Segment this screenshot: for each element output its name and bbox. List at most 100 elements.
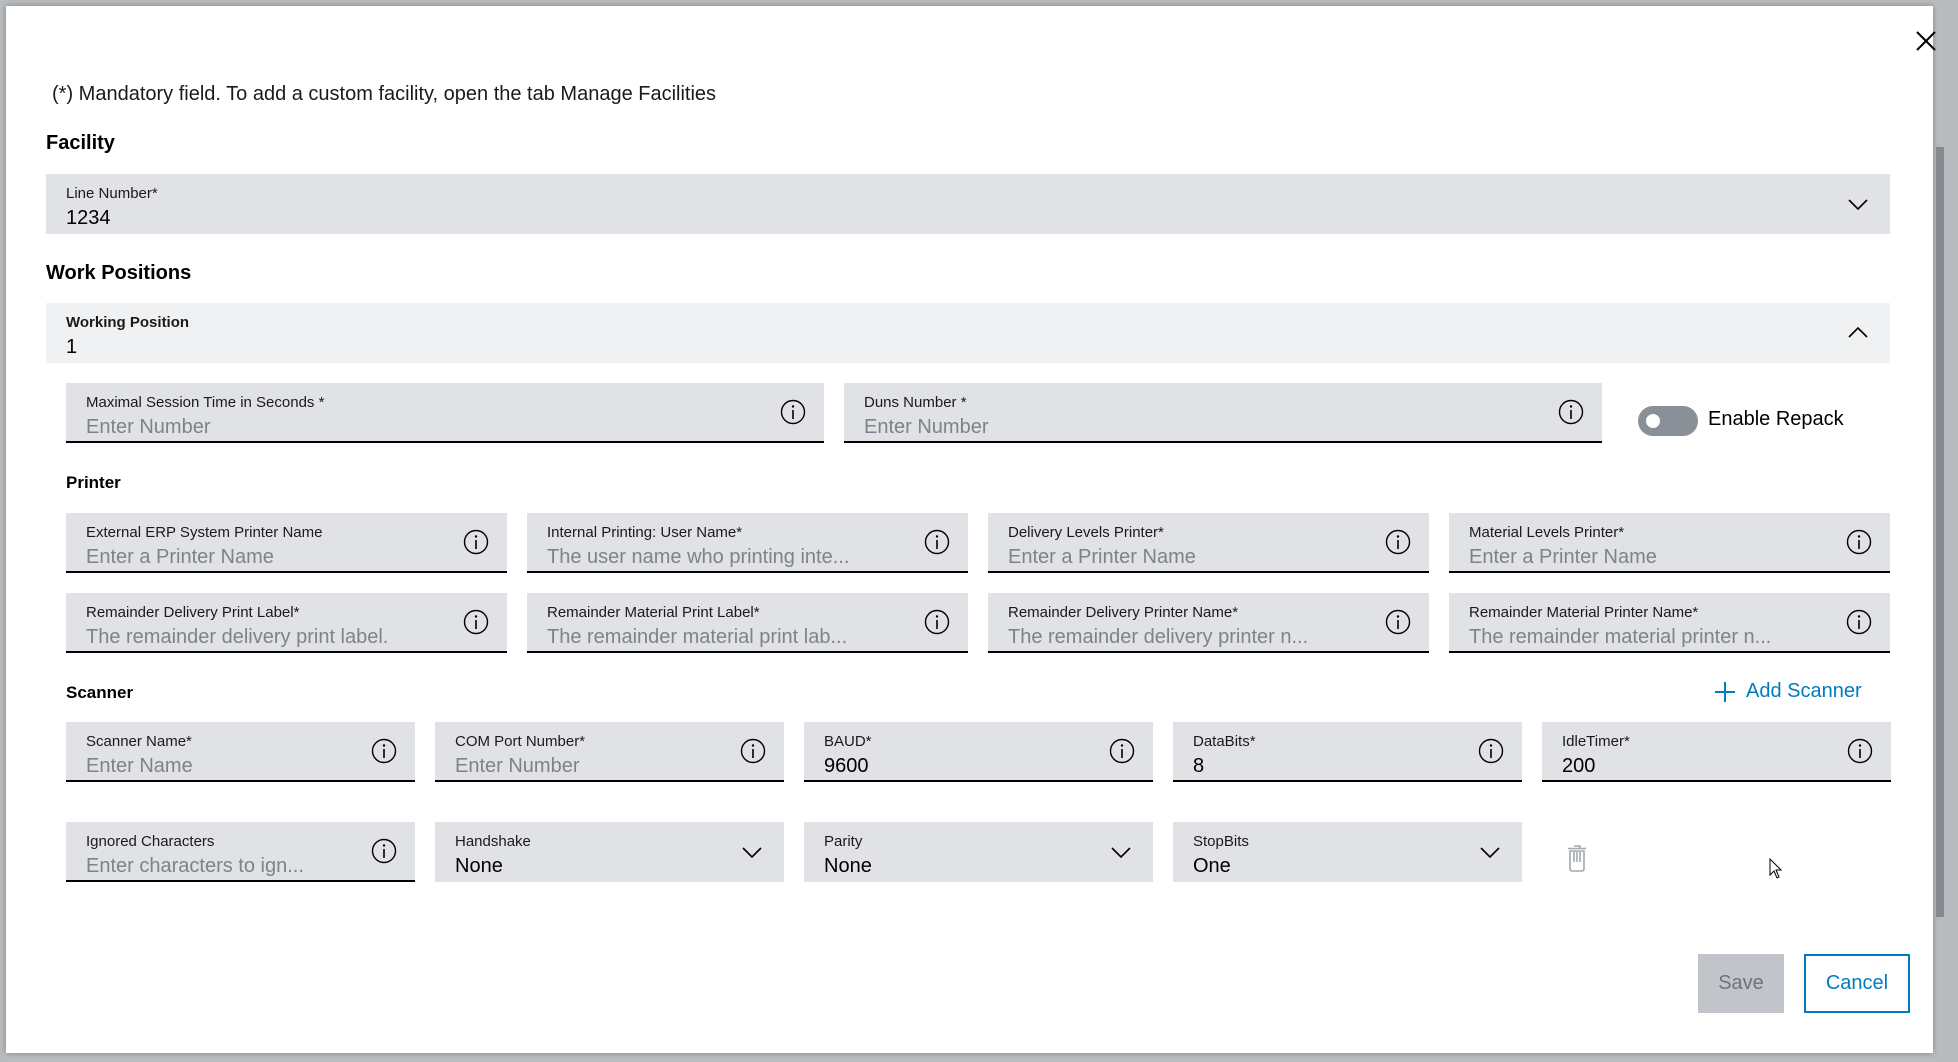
field-label: Material Levels Printer* (1469, 524, 1625, 541)
duns-number-input[interactable]: Duns Number * Enter Number (844, 383, 1602, 443)
field-value: One (1193, 855, 1231, 877)
info-icon[interactable] (1478, 738, 1504, 764)
scrollbar[interactable] (1936, 147, 1944, 917)
field-placeholder: Enter a Printer Name (1008, 546, 1196, 568)
field-placeholder: Enter a Printer Name (1469, 546, 1657, 568)
field-label: Maximal Session Time in Seconds * (86, 394, 325, 411)
field-label: Scanner Name* (86, 733, 192, 750)
printer-field-input[interactable]: Remainder Material Print Label* The remai… (527, 593, 968, 653)
field-value: 200 (1562, 755, 1596, 777)
info-icon[interactable] (1385, 609, 1411, 635)
info-icon[interactable] (780, 399, 806, 425)
field-label: IdleTimer* (1562, 733, 1630, 750)
info-icon[interactable] (1558, 399, 1584, 425)
field-value: None (455, 855, 503, 877)
mouse-cursor-icon (1769, 858, 1783, 879)
field-label: Remainder Material Print Label* (547, 604, 760, 621)
info-icon[interactable] (463, 529, 489, 555)
info-icon[interactable] (1847, 738, 1873, 764)
info-icon[interactable] (1846, 609, 1872, 635)
info-icon[interactable] (371, 838, 397, 864)
field-placeholder: Enter a Printer Name (86, 546, 274, 568)
facility-heading: Facility (46, 132, 115, 154)
field-value: None (824, 855, 872, 877)
toggle-knob (1646, 414, 1660, 428)
field-placeholder: Enter Name (86, 755, 193, 777)
field-placeholder: The user name who printing inte... (547, 546, 850, 568)
chevron-down-icon (1480, 847, 1500, 859)
field-label: DataBits* (1193, 733, 1256, 750)
chevron-down-icon (1848, 199, 1868, 211)
chevron-down-icon (742, 847, 762, 859)
scanner-select[interactable]: Handshake None (435, 822, 784, 882)
delete-scanner-icon[interactable] (1566, 844, 1588, 872)
info-icon[interactable] (463, 609, 489, 635)
field-label: Delivery Levels Printer* (1008, 524, 1164, 541)
scanner-field-input[interactable]: BAUD* 9600 (804, 722, 1153, 782)
chevron-down-icon (1111, 847, 1131, 859)
cancel-button[interactable]: Cancel (1804, 954, 1910, 1013)
enable-repack-label: Enable Repack (1708, 408, 1844, 430)
working-position-accordion[interactable]: Working Position 1 (46, 303, 1890, 363)
field-placeholder: Enter Number (455, 755, 580, 777)
scanner-heading: Scanner (66, 683, 134, 702)
field-placeholder: The remainder material printer n... (1469, 626, 1772, 648)
scanner-field-input[interactable]: Scanner Name* Enter Name (66, 722, 415, 782)
field-placeholder: Enter characters to ign... (86, 855, 304, 877)
enable-repack-toggle[interactable] (1638, 406, 1698, 436)
add-scanner-button[interactable]: Add Scanner (1714, 680, 1862, 703)
plus-icon (1715, 681, 1735, 702)
mandatory-note: (*) Mandatory field. To add a custom fac… (52, 83, 717, 105)
field-value: 9600 (824, 755, 869, 777)
field-placeholder: Enter Number (864, 416, 989, 438)
info-icon[interactable] (924, 529, 950, 555)
session-time-input[interactable]: Maximal Session Time in Seconds * Enter N… (66, 383, 824, 443)
info-icon[interactable] (1385, 529, 1411, 555)
info-icon[interactable] (1846, 529, 1872, 555)
printer-field-input[interactable]: Remainder Delivery Print Label* The remai… (66, 593, 507, 653)
field-label: Duns Number * (864, 394, 967, 411)
printer-field-input[interactable]: External ERP System Printer Name Enter a … (66, 513, 507, 573)
line-number-label: Line Number* (66, 185, 158, 202)
field-label: BAUD* (824, 733, 872, 750)
field-label: StopBits (1193, 833, 1249, 850)
line-number-value: 1234 (66, 207, 111, 229)
scanner-field-input[interactable]: IdleTimer* 200 (1542, 722, 1891, 782)
add-scanner-label: Add Scanner (1746, 680, 1862, 702)
line-number-select[interactable]: Line Number* 1234 (46, 174, 1890, 234)
info-icon[interactable] (1109, 738, 1135, 764)
scanner-field-input[interactable]: DataBits* 8 (1173, 722, 1522, 782)
field-label: Ignored Characters (86, 833, 215, 850)
field-label: Remainder Material Printer Name* (1469, 604, 1699, 621)
printer-field-input[interactable]: Remainder Material Printer Name* The rema… (1449, 593, 1890, 653)
printer-field-input[interactable]: Internal Printing: User Name* The user na… (527, 513, 968, 573)
save-button[interactable]: Save (1698, 954, 1784, 1013)
printer-field-input[interactable]: Delivery Levels Printer* Enter a Printer … (988, 513, 1429, 573)
info-icon[interactable] (371, 738, 397, 764)
printer-field-input[interactable]: Material Levels Printer* Enter a Printer … (1449, 513, 1890, 573)
facility-dialog: (*) Mandatory field. To add a custom fac… (6, 6, 1944, 1053)
info-icon[interactable] (740, 738, 766, 764)
field-label: COM Port Number* (455, 733, 586, 750)
printer-heading: Printer (66, 473, 121, 492)
scanner-field-input[interactable]: COM Port Number* Enter Number (435, 722, 784, 782)
work-positions-heading: Work Positions (46, 262, 192, 284)
printer-field-input[interactable]: Remainder Delivery Printer Name* The rema… (988, 593, 1429, 653)
info-icon[interactable] (924, 609, 950, 635)
field-placeholder: The remainder delivery printer n... (1008, 626, 1309, 648)
scanner-select[interactable]: StopBits One (1173, 822, 1522, 882)
working-position-value: 1 (66, 336, 78, 358)
scanner-select[interactable]: Parity None (804, 822, 1153, 882)
chevron-up-icon (1848, 326, 1868, 338)
field-value: 8 (1193, 755, 1205, 777)
field-label: Remainder Delivery Print Label* (86, 604, 300, 621)
field-label: Parity (824, 833, 863, 850)
field-placeholder: The remainder material print lab... (547, 626, 848, 648)
field-label: External ERP System Printer Name (86, 524, 323, 541)
scanner-field-input[interactable]: Ignored Characters Enter characters to ig… (66, 822, 415, 882)
field-label: Handshake (455, 833, 531, 850)
field-placeholder: The remainder delivery print label. (86, 626, 389, 648)
close-icon[interactable] (1909, 24, 1943, 58)
field-placeholder: Enter Number (86, 416, 211, 438)
field-label: Remainder Delivery Printer Name* (1008, 604, 1239, 621)
